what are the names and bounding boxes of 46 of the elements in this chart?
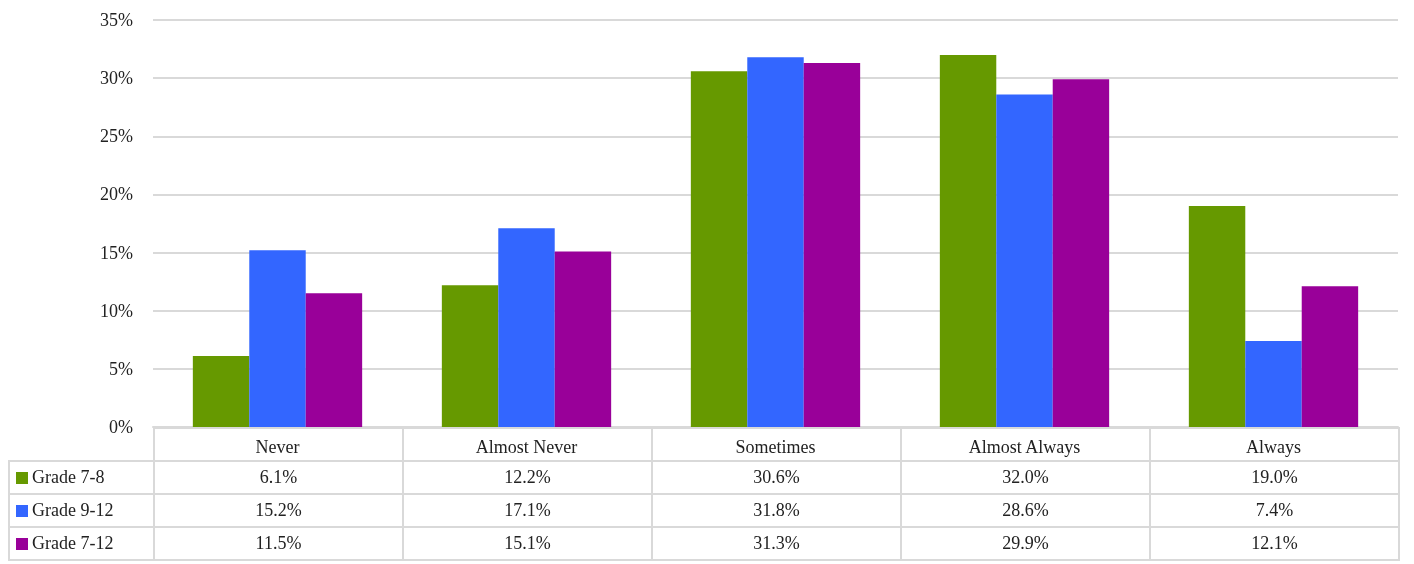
data-label: 12.1% [1150,527,1399,560]
legend-label: Grade 7-8 [9,461,154,494]
bar [1301,286,1359,427]
bar [305,293,363,427]
bar [939,54,997,427]
legend-label: Grade 9-12 [9,494,154,527]
data-label: 19.0% [1150,461,1399,494]
bar [1052,79,1110,427]
data-label: 30.6% [652,461,901,494]
data-label: 12.2% [403,461,652,494]
data-label: 29.9% [901,527,1150,560]
data-label: 15.1% [403,527,652,560]
data-label: 17.1% [403,494,652,527]
y-tick-label: 0% [109,417,133,437]
bar [1188,206,1246,427]
bar [747,57,804,427]
y-tick-label: 35% [100,10,133,30]
data-label: 11.5% [154,527,403,560]
data-label: 32.0% [901,461,1150,494]
bar [498,228,555,427]
y-tick-label: 25% [100,126,133,147]
x-tick-label: Almost Always [968,437,1081,457]
data-label: 31.8% [652,494,901,527]
bar [803,63,861,427]
x-tick-label: Sometimes [735,437,816,457]
y-tick-label: 10% [100,300,133,321]
y-tick-label: 5% [109,358,133,379]
legend-label: Grade 7-12 [9,527,154,560]
data-label: 6.1% [154,461,403,494]
bar [441,285,499,427]
x-tick-label: Always [1246,437,1301,457]
y-tick-label: 30% [100,68,133,89]
data-label: 31.3% [652,527,901,560]
data-label: 15.2% [154,494,403,527]
bar [1245,340,1302,427]
data-label: 28.6% [901,494,1150,527]
bar [249,250,306,427]
x-tick-label: Almost Never [475,437,578,457]
bar [996,94,1053,427]
bar [554,251,612,427]
y-tick-label: 15% [100,242,133,263]
data-label: 7.4% [1150,494,1399,527]
y-tick-label: 20% [100,184,133,205]
bar [690,71,748,427]
x-tick-label: Never [255,437,300,457]
bar [192,356,250,427]
